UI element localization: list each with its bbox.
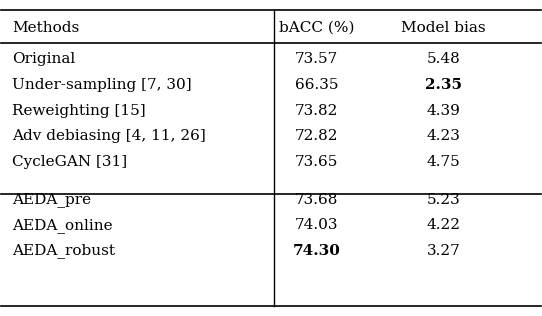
Text: 73.57: 73.57: [295, 52, 338, 66]
Text: Original: Original: [12, 52, 75, 66]
Text: 74.03: 74.03: [295, 218, 339, 232]
Text: 4.39: 4.39: [427, 104, 461, 118]
Text: 73.68: 73.68: [295, 193, 339, 207]
Text: Reweighting [15]: Reweighting [15]: [12, 104, 146, 118]
Text: AEDA_pre: AEDA_pre: [12, 192, 91, 207]
Text: CycleGAN [31]: CycleGAN [31]: [12, 155, 127, 169]
Text: 3.27: 3.27: [427, 244, 460, 258]
Text: 72.82: 72.82: [295, 129, 339, 143]
Text: 5.48: 5.48: [427, 52, 460, 66]
Text: 4.75: 4.75: [427, 155, 460, 169]
Text: bACC (%): bACC (%): [279, 21, 354, 35]
Text: AEDA_robust: AEDA_robust: [12, 244, 115, 258]
Text: 66.35: 66.35: [295, 78, 339, 92]
Text: Model bias: Model bias: [401, 21, 486, 35]
Text: AEDA_online: AEDA_online: [12, 218, 113, 233]
Text: Methods: Methods: [12, 21, 80, 35]
Text: 2.35: 2.35: [425, 78, 462, 92]
Text: 5.23: 5.23: [427, 193, 460, 207]
Text: 73.65: 73.65: [295, 155, 339, 169]
Text: 74.30: 74.30: [293, 244, 341, 258]
Text: 4.22: 4.22: [427, 218, 461, 232]
Text: 4.23: 4.23: [427, 129, 461, 143]
Text: 73.82: 73.82: [295, 104, 339, 118]
Text: Under-sampling [7, 30]: Under-sampling [7, 30]: [12, 78, 192, 92]
Text: Adv debiasing [4, 11, 26]: Adv debiasing [4, 11, 26]: [12, 129, 206, 143]
